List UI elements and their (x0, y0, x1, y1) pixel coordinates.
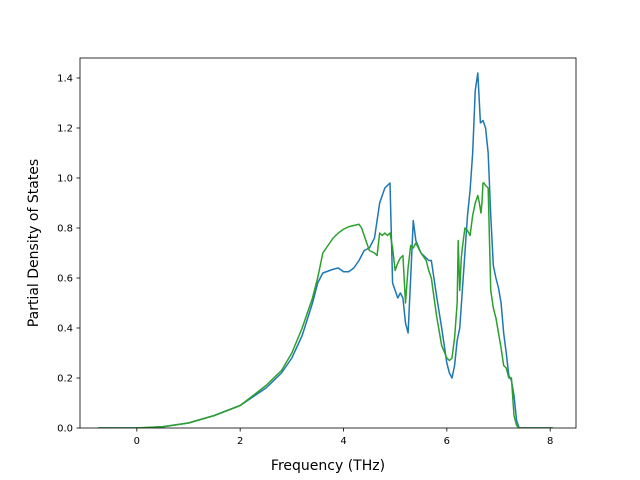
x-tick-label: 6 (444, 436, 450, 447)
y-axis-label: Partial Density of States (26, 159, 42, 327)
y-tick-label: 1.0 (57, 174, 73, 185)
series-line-2 (98, 182, 553, 428)
y-tick-label: 0.4 (57, 324, 73, 335)
y-tick-label: 0.6 (57, 274, 73, 285)
x-tick-label: 2 (237, 436, 243, 447)
y-tick-label: 0.8 (57, 224, 73, 235)
axes-layer: 0 2 4 6 8 0.0 0.2 0.4 0.6 0.8 1.0 1.2 1.4 (57, 57, 577, 447)
x-tick-label: 0 (134, 436, 140, 447)
y-tick-label: 1.4 (57, 74, 73, 85)
y-tick-label: 0.2 (57, 374, 73, 385)
x-tick-label: 4 (340, 436, 346, 447)
x-axis-label: Frequency (THz) (271, 458, 385, 474)
y-tick-label: 1.2 (57, 124, 73, 135)
y-tick-label: 0.0 (57, 424, 73, 435)
plot-frame (79, 57, 577, 429)
series-layer (98, 72, 553, 428)
x-tick-label: 8 (547, 436, 553, 447)
